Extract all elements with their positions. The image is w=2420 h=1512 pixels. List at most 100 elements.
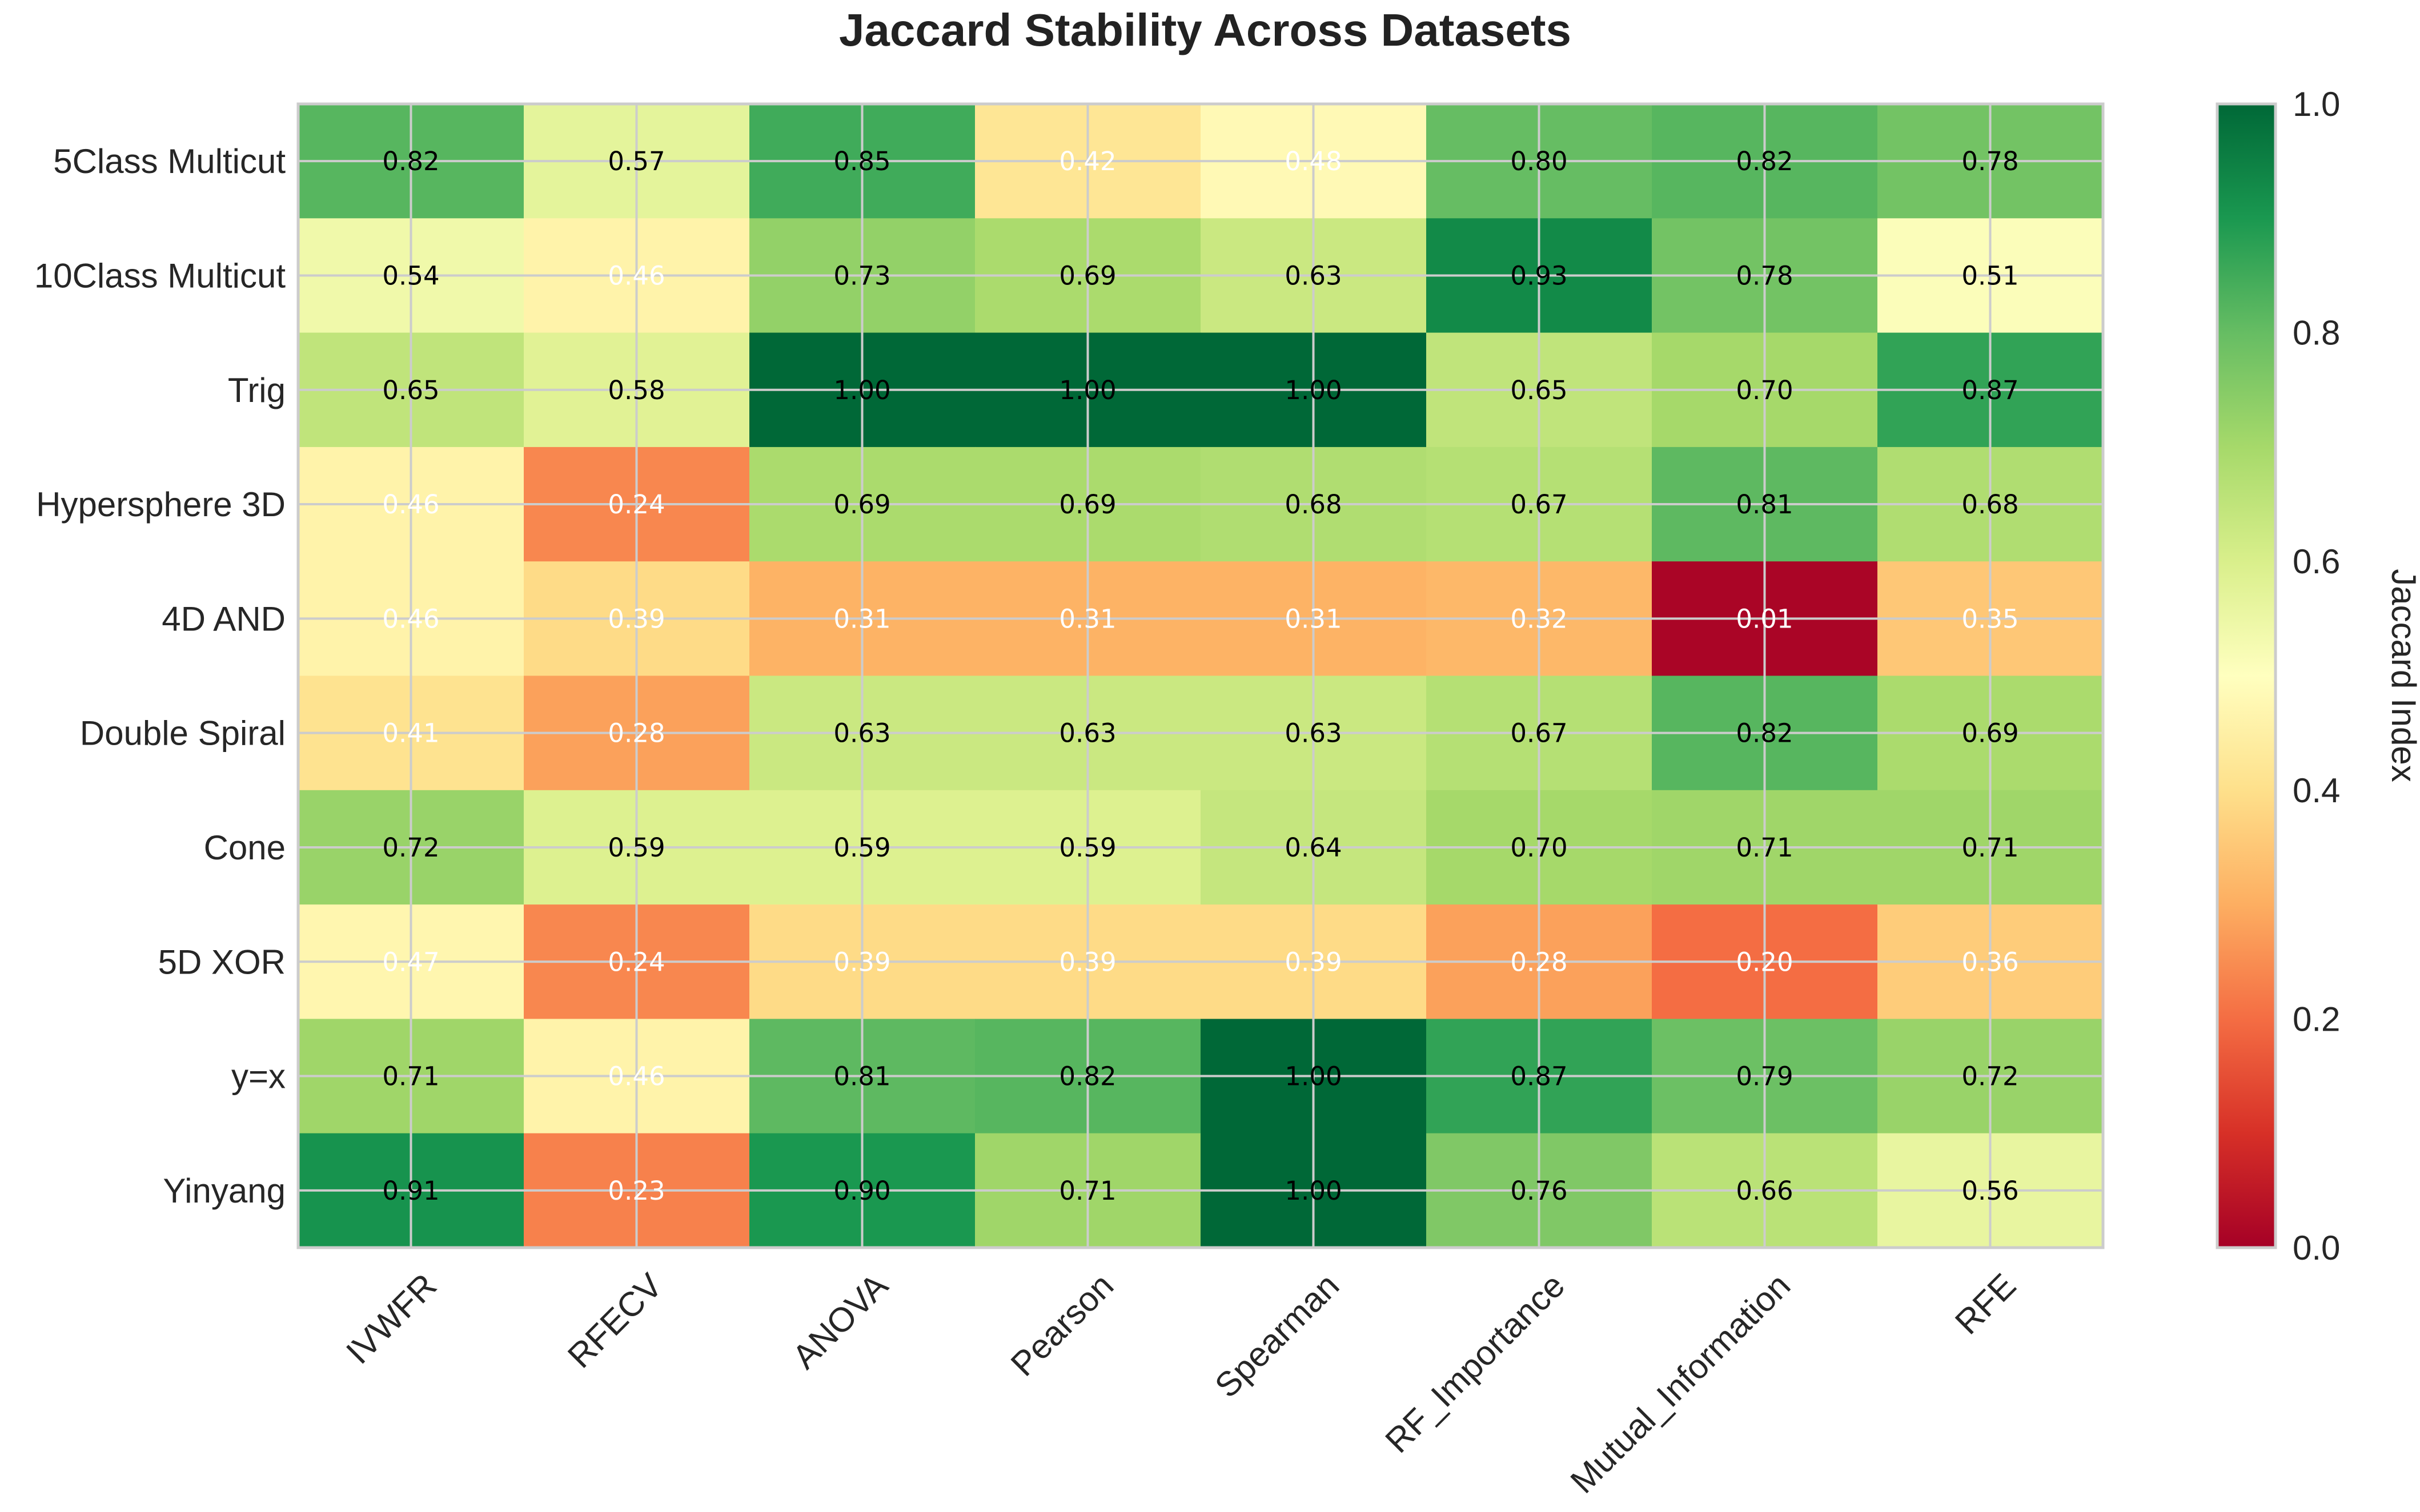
heatmap-value-label: 0.69 <box>833 489 890 520</box>
colorbar-tick-label: 0.2 <box>2293 1000 2340 1038</box>
heatmap-value-label: 0.67 <box>1510 718 1567 749</box>
heatmap-value-label: 0.87 <box>1961 375 2018 405</box>
heatmap-value-label: 0.42 <box>1059 146 1116 176</box>
heatmap-value-label: 0.39 <box>608 604 665 634</box>
heatmap-value-label: 0.39 <box>1285 947 1342 977</box>
heatmap-value-label: 0.81 <box>1736 489 1793 520</box>
heatmap-value-label: 0.63 <box>1285 260 1342 291</box>
heatmap-value-label: 0.69 <box>1059 260 1116 291</box>
heatmap-value-label: 0.31 <box>833 604 890 634</box>
heatmap-value-label: 0.65 <box>382 375 439 405</box>
heatmap-value-label: 0.63 <box>833 718 890 749</box>
heatmap-value-labels: 0.82 0.57 0.85 0.42 0.48 0.80 0.82 0.78 0.54 0.46… <box>382 146 2018 1206</box>
heatmap-value-label: 0.35 <box>1961 604 2018 634</box>
x-tick-label: RF_Importance <box>1378 1266 1572 1460</box>
heatmap-value-label: 0.31 <box>1059 604 1116 634</box>
heatmap-value-label: 0.39 <box>1059 947 1116 977</box>
heatmap-value-label: 0.69 <box>1961 718 2018 749</box>
heatmap-value-label: 0.82 <box>1059 1061 1116 1092</box>
heatmap-value-label: 0.46 <box>608 1061 665 1092</box>
heatmap-value-label: 0.63 <box>1285 718 1342 749</box>
heatmap-value-label: 0.01 <box>1736 604 1793 634</box>
colorbar-gradient <box>2216 102 2277 1249</box>
heatmap-value-label: 0.57 <box>608 146 665 176</box>
heatmap-value-label: 0.58 <box>608 375 665 405</box>
heatmap-value-label: 0.46 <box>608 260 665 291</box>
heatmap-value-label: 0.28 <box>608 718 665 749</box>
heatmap-value-label: 0.72 <box>382 833 439 863</box>
heatmap-value-label: 0.71 <box>382 1061 439 1092</box>
heatmap-value-label: 1.00 <box>1285 1061 1342 1092</box>
heatmap-value-label: 0.87 <box>1510 1061 1567 1092</box>
heatmap-value-label: 0.71 <box>1961 833 2018 863</box>
x-tick-label: IVWFR <box>339 1266 444 1371</box>
colorbar-tick-label: 1.0 <box>2293 85 2340 123</box>
heatmap-value-label: 0.54 <box>382 260 439 291</box>
y-tick-label: 5D XOR <box>158 943 286 981</box>
heatmap-value-label: 0.69 <box>1059 489 1116 520</box>
heatmap-value-label: 0.90 <box>833 1176 890 1206</box>
heatmap-value-label: 0.79 <box>1736 1061 1793 1092</box>
heatmap-value-label: 0.59 <box>1059 833 1116 863</box>
y-tick-label: Yinyang <box>163 1172 286 1210</box>
heatmap-value-label: 0.82 <box>1736 146 1793 176</box>
heatmap-value-label: 0.64 <box>1285 833 1342 863</box>
heatmap-value-label: 0.23 <box>608 1176 665 1206</box>
chart-title: Jaccard Stability Across Datasets <box>839 5 1571 55</box>
heatmap-value-label: 0.66 <box>1736 1176 1793 1206</box>
heatmap-value-label: 0.73 <box>833 260 890 291</box>
heatmap-value-label: 0.67 <box>1510 489 1567 520</box>
heatmap-value-label: 0.85 <box>833 146 890 176</box>
heatmap-value-label: 1.00 <box>1285 1176 1342 1206</box>
heatmap-value-label: 0.59 <box>608 833 665 863</box>
heatmap-value-label: 0.56 <box>1961 1176 2018 1206</box>
colorbar-tick-label: 0.8 <box>2293 314 2340 352</box>
heatmap-value-label: 0.71 <box>1736 833 1793 863</box>
colorbar-tick-label: 0.4 <box>2293 771 2340 810</box>
heatmap-value-label: 0.91 <box>382 1176 439 1206</box>
heatmap-value-label: 0.46 <box>382 604 439 634</box>
heatmap-value-label: 0.76 <box>1510 1176 1567 1206</box>
heatmap-value-label: 0.51 <box>1961 260 2018 291</box>
heatmap-value-label: 0.80 <box>1510 146 1567 176</box>
x-tick-label: Pearson <box>1004 1266 1121 1383</box>
heatmap-value-label: 0.46 <box>382 489 439 520</box>
heatmap-value-label: 0.41 <box>382 718 439 749</box>
heatmap-value-label: 1.00 <box>833 375 890 405</box>
heatmap-value-label: 0.70 <box>1510 833 1567 863</box>
heatmap-value-label: 0.63 <box>1059 718 1116 749</box>
colorbar-tick-label: 0.6 <box>2293 542 2340 581</box>
y-tick-label: Trig <box>228 371 286 409</box>
x-tick-label: Mutual_Information <box>1563 1266 1798 1501</box>
heatmap-value-label: 0.78 <box>1961 146 2018 176</box>
heatmap-value-label: 0.81 <box>833 1061 890 1092</box>
colorbar-tick-labels: 0.0 0.2 0.4 0.6 0.8 1.0 <box>2293 85 2340 1267</box>
heatmap-value-label: 0.70 <box>1736 375 1793 405</box>
colorbar: 0.0 0.2 0.4 0.6 0.8 1.0 Jaccard Index <box>2216 85 2420 1267</box>
heatmap-value-label: 0.24 <box>608 947 665 977</box>
y-tick-label: Cone <box>204 829 286 867</box>
heatmap-value-label: 0.39 <box>833 947 890 977</box>
heatmap-value-label: 0.36 <box>1961 947 2018 977</box>
heatmap-value-label: 0.65 <box>1510 375 1567 405</box>
heatmap-value-label: 1.00 <box>1285 375 1342 405</box>
heatmap-value-label: 0.59 <box>833 833 890 863</box>
y-axis-tick-labels: 5Class Multicut 10Class Multicut Trig Hyper… <box>34 142 286 1210</box>
heatmap-value-label: 0.93 <box>1510 260 1567 291</box>
x-tick-label: ANOVA <box>785 1266 895 1376</box>
heatmap-value-label: 0.24 <box>608 489 665 520</box>
heatmap-value-label: 0.20 <box>1736 947 1793 977</box>
heatmap-value-label: 0.82 <box>382 146 439 176</box>
heatmap-value-label: 0.78 <box>1736 260 1793 291</box>
y-tick-label: Hypersphere 3D <box>36 485 286 524</box>
heatmap-value-label: 0.68 <box>1285 489 1342 520</box>
heatmap-value-label: 0.28 <box>1510 947 1567 977</box>
y-tick-label: 10Class Multicut <box>34 256 286 295</box>
x-tick-label: RFE <box>1948 1266 2023 1341</box>
heatmap-value-label: 0.48 <box>1285 146 1342 176</box>
heatmap-value-label: 0.72 <box>1961 1061 2018 1092</box>
y-tick-label: 4D AND <box>162 600 286 638</box>
plot-frame <box>296 102 2105 1249</box>
y-tick-label: y=x <box>231 1057 286 1096</box>
